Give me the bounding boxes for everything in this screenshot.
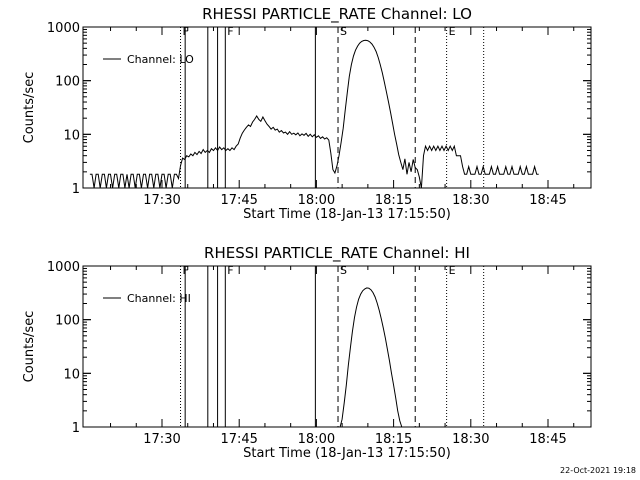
y-tick-label: 100 — [55, 75, 80, 90]
marker-label: F — [227, 264, 233, 277]
x-tick-label: 18:00 — [298, 193, 335, 208]
marker-label: F — [183, 264, 189, 277]
legend-entry: Channel: LO — [127, 53, 194, 66]
x-axis-label: Start Time (18-Jan-13 17:15:50) — [243, 207, 451, 222]
x-axis-label: Start Time (18-Jan-13 17:15:50) — [243, 446, 451, 461]
y-axis-label: Counts/sec — [22, 311, 37, 383]
series-line — [339, 287, 403, 428]
chart-title: RHESSI PARTICLE_RATE Channel: LO — [202, 5, 472, 24]
x-tick-label: 18:30 — [452, 193, 489, 208]
y-tick-label: 1 — [72, 421, 80, 436]
x-tick-label: 17:45 — [220, 193, 257, 208]
plot-frame — [82, 26, 592, 189]
y-tick-label: 100 — [55, 314, 80, 329]
x-tick-label: 17:30 — [143, 432, 180, 447]
x-tick-label: 17:30 — [143, 193, 180, 208]
x-tick-label: 18:15 — [375, 432, 412, 447]
legend-entry: Channel: HI — [127, 292, 191, 305]
chart-panel-0: RHESSI PARTICLE_RATE Channel: LO 17:30 17:… — [22, 5, 592, 222]
plot-frame — [82, 265, 592, 428]
x-tick-label: 18:45 — [529, 432, 566, 447]
y-tick-label: 1000 — [47, 21, 80, 36]
marker-label: E — [449, 25, 456, 38]
y-tick-label: 10 — [63, 128, 80, 143]
marker-label: S — [340, 264, 347, 277]
marker-label: F — [227, 25, 233, 38]
x-tick-label: 17:45 — [220, 432, 257, 447]
marker-label: F — [183, 25, 189, 38]
chart-panel-1: RHESSI PARTICLE_RATE Channel: HI 17:30 17:… — [22, 244, 592, 461]
x-tick-label: 18:45 — [529, 193, 566, 208]
y-tick-label: 1000 — [47, 260, 80, 275]
x-tick-label: 18:00 — [298, 432, 335, 447]
marker-label: E — [449, 264, 456, 277]
x-tick-label: 18:30 — [452, 432, 489, 447]
y-axis-label: Counts/sec — [22, 72, 37, 144]
y-tick-label: 1 — [72, 182, 80, 197]
footer-timestamp: 22-Oct-2021 19:18 — [560, 466, 636, 475]
series-line — [89, 39, 539, 189]
x-tick-label: 18:15 — [375, 193, 412, 208]
marker-label: S — [340, 25, 347, 38]
chart-title: RHESSI PARTICLE_RATE Channel: HI — [204, 244, 470, 263]
y-tick-label: 10 — [63, 367, 80, 382]
